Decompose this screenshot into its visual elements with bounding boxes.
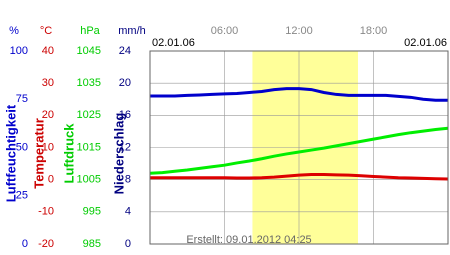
series-line — [150, 173, 449, 181]
y-tick-label: 50 — [16, 141, 28, 153]
series-line — [149, 126, 449, 175]
y-tick-label: 0 — [125, 238, 131, 250]
y-tick-label: -10 — [38, 206, 54, 218]
y-tick-label: 1015 — [77, 141, 101, 153]
y-tick-label: 1045 — [77, 45, 101, 57]
footer: Erstellt: 09.01.2012 04:25 — [186, 234, 311, 246]
axis-label: Niederschlag — [111, 113, 126, 195]
y-tick-label: 40 — [42, 45, 54, 57]
axis-label: Luftdruck — [61, 123, 76, 184]
y-tick-label: 20 — [42, 109, 54, 121]
y-tick-label: 0 — [22, 238, 28, 250]
axis-unit: °C — [40, 25, 52, 37]
y-tick-label: 24 — [119, 45, 131, 57]
date-left: 02.01.06 — [152, 37, 195, 49]
y-tick-label: -20 — [38, 238, 54, 250]
x-tick-label: 18:00 — [360, 25, 388, 37]
y-tick-label: 30 — [42, 77, 54, 89]
y-tick-label: 0 — [48, 174, 54, 186]
axis-label: Temperatur — [31, 118, 46, 189]
axis-unit: % — [9, 25, 19, 37]
y-tick-label: 995 — [83, 206, 101, 218]
y-tick-label: 1025 — [77, 109, 101, 121]
date-right: 02.01.06 — [404, 37, 447, 49]
y-tick-label: 16 — [119, 109, 131, 121]
y-tick-label: 1035 — [77, 77, 101, 89]
y-tick-label: 4 — [125, 206, 131, 218]
y-tick-label: 8 — [125, 174, 131, 186]
y-tick-label: 100 — [10, 45, 28, 57]
axis-label: Luftfeuchtigkeit — [3, 104, 18, 202]
axis-unit: hPa — [80, 25, 100, 37]
x-tick-label: 12:00 — [285, 25, 313, 37]
y-tick-label: 1005 — [77, 174, 101, 186]
y-tick-label: 985 — [83, 238, 101, 250]
y-tick-label: 10 — [42, 141, 54, 153]
y-tick-label: 25 — [16, 190, 28, 202]
plot-border — [149, 50, 449, 245]
series-line — [150, 87, 448, 102]
x-tick-label: 06:00 — [211, 25, 239, 37]
axis-unit: mm/h — [118, 25, 146, 37]
y-tick-label: 12 — [119, 141, 131, 153]
y-tick-label: 75 — [16, 93, 28, 105]
y-tick-label: 20 — [119, 77, 131, 89]
